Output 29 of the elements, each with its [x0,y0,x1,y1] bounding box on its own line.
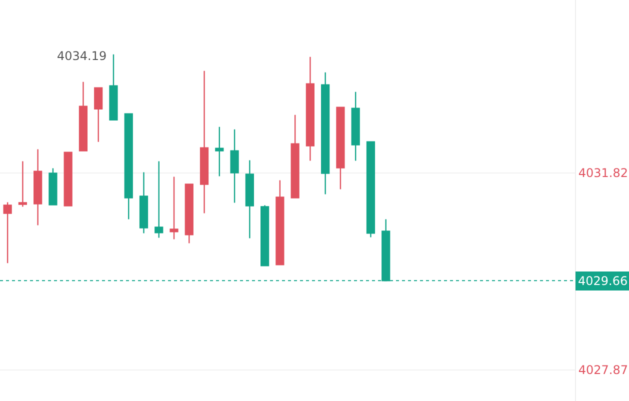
candlestick [230,128,239,204]
candlestick [321,72,330,195]
candlestick [290,114,300,198]
candlestick [34,148,42,226]
candlestick [336,106,345,190]
candlestick [3,202,12,264]
candlestick [260,204,270,266]
y-tick-label: 4027.87 [578,363,628,378]
annotation: 4034.19 [57,49,107,63]
candlestick [124,113,133,220]
y-tick-label: 4031.82 [578,166,628,180]
ref-line-label: 4029.66 [578,274,628,288]
candlestick [306,56,314,162]
candlestick [200,70,209,214]
candlestick [245,160,254,239]
candlestick [18,160,27,208]
candlestick [351,91,360,162]
candlestick [366,141,376,238]
candlestick [154,160,164,238]
candlestick [184,184,194,244]
candlestick [170,176,178,240]
candlestick [48,168,58,206]
candlestick [109,54,118,120]
candlestick [139,172,148,234]
candlestick [215,126,224,177]
candlestick [276,180,284,266]
candlestick [94,87,103,142]
candlestick [78,81,88,152]
candlestick [64,152,72,206]
